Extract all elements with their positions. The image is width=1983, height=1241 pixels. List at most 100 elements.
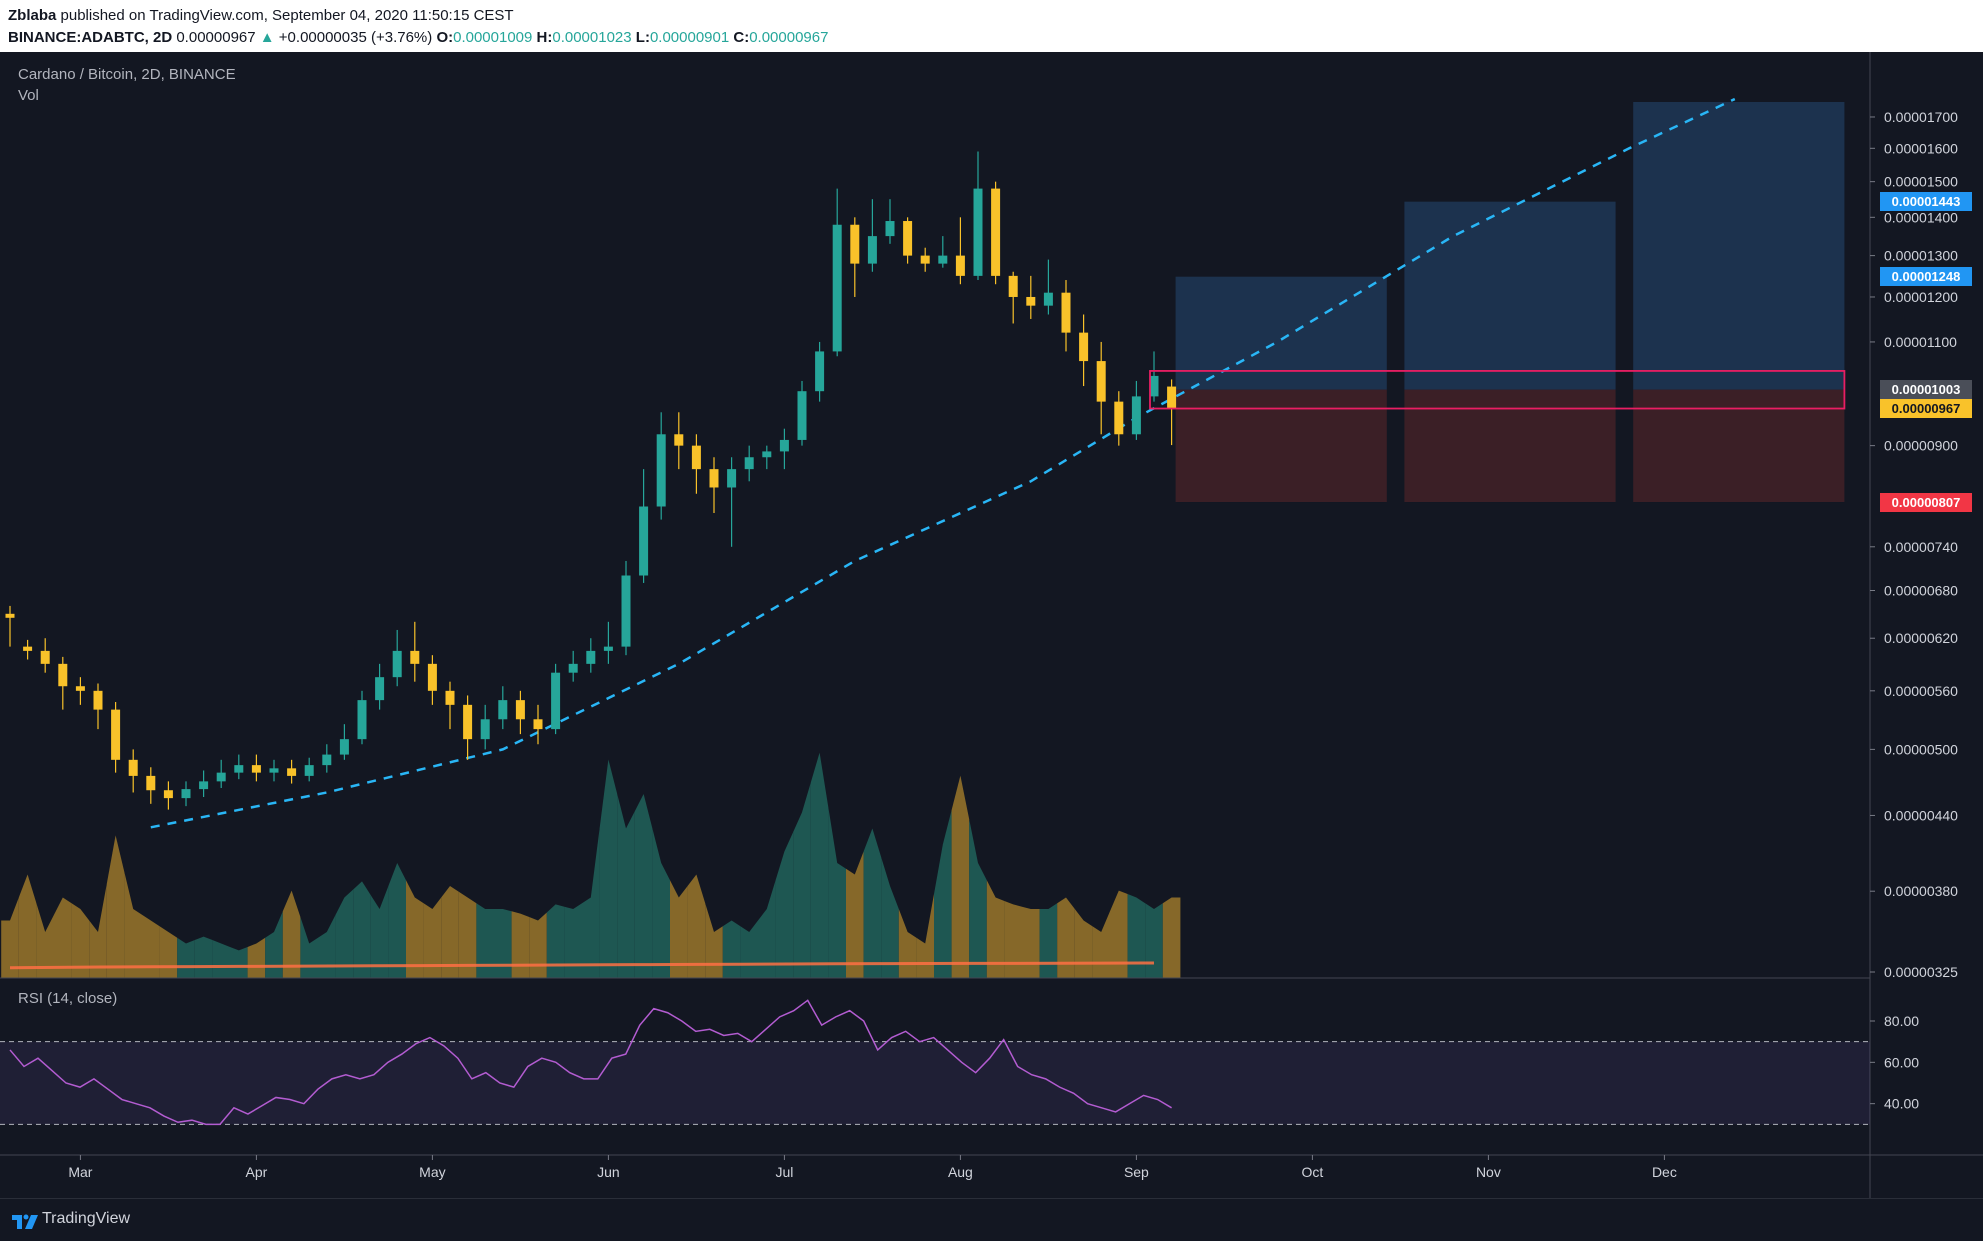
rsi-tick-label: 60.00 <box>1884 1054 1919 1070</box>
close-value: 0.00000967 <box>749 29 829 46</box>
candle-down <box>445 690 455 705</box>
time-tick-label: Aug <box>948 1164 973 1180</box>
volume-bar <box>36 903 54 978</box>
candle-up <box>480 719 490 740</box>
author-name[interactable]: Zblaba <box>8 7 57 24</box>
price-tick-label: 0.00001200 <box>1884 289 1958 305</box>
candle-down <box>1114 401 1124 435</box>
volume-bar <box>705 903 723 978</box>
high-key: H: <box>536 29 553 46</box>
volume-bar <box>54 897 72 978</box>
price-tick-label: 0.00000380 <box>1884 883 1958 899</box>
candle-up <box>779 439 789 452</box>
candle-up <box>973 188 983 276</box>
time-tick-label: Oct <box>1302 1164 1324 1180</box>
volume-bar <box>898 909 917 978</box>
volume-bar <box>1074 909 1093 978</box>
volume-bar <box>1057 897 1075 978</box>
candle-down <box>111 709 121 760</box>
price-tick-label: 0.00000440 <box>1884 807 1958 823</box>
volume-bar <box>670 880 688 978</box>
price-tick-label: 0.00000680 <box>1884 582 1958 598</box>
volume-bar <box>388 863 406 978</box>
volume-bar <box>159 926 178 978</box>
price-tick-label: 0.00000740 <box>1884 539 1958 555</box>
candle-up <box>1131 396 1141 435</box>
volume-bar <box>177 937 195 978</box>
volume-bar <box>353 881 371 978</box>
candle-down <box>709 469 719 488</box>
candle-down <box>903 221 913 256</box>
candle-down <box>991 188 1001 276</box>
time-tick-label: Jul <box>775 1164 793 1180</box>
volume-bar <box>599 759 618 978</box>
price-tick-label: 0.00001500 <box>1884 174 1958 190</box>
price-chart[interactable]: 0.00001700 0.00001600 0.00001500 0.00001400… <box>0 52 1983 1198</box>
target-zone-3 <box>1633 102 1845 390</box>
candle-down <box>410 650 420 664</box>
close-key: C: <box>733 29 750 46</box>
volume-bar <box>951 775 970 978</box>
publish-line: Zblaba published on TradingView.com, Sep… <box>8 7 514 24</box>
candle-up <box>269 768 279 773</box>
volume-bar <box>247 937 266 978</box>
footer-brand[interactable]: TradingView <box>42 1210 131 1227</box>
tradingview-logo-icon[interactable] <box>10 1211 40 1231</box>
price-tick-label: 0.00000620 <box>1884 630 1958 646</box>
candle-down <box>515 700 525 720</box>
volume-bar <box>89 883 107 978</box>
volume-bar <box>476 903 494 978</box>
candle-down <box>1008 275 1018 297</box>
volume-bar <box>18 874 37 978</box>
candle-down <box>58 663 68 687</box>
candle-down <box>40 650 50 664</box>
volume-bar <box>300 917 318 978</box>
rsi-line <box>9 999 1172 1126</box>
volume-bar <box>969 819 987 978</box>
volume-bar <box>1145 903 1163 978</box>
candle-up <box>639 506 649 576</box>
candle-down <box>93 690 103 710</box>
price-tick-label: 0.00001600 <box>1884 140 1958 156</box>
candle-up <box>357 700 367 740</box>
time-tick-label: May <box>419 1164 445 1180</box>
stop-zone-1 <box>1175 389 1387 503</box>
stop-zone-2 <box>1404 389 1616 503</box>
price-tick-label: 0.00001300 <box>1884 248 1958 264</box>
volume-bar <box>370 886 389 978</box>
time-tick-label: Apr <box>246 1164 268 1180</box>
volume-bar <box>722 920 741 978</box>
volume-bar <box>230 946 248 978</box>
open-value: 0.00001009 <box>453 29 533 46</box>
volume-bar <box>71 903 90 978</box>
candle-up <box>744 457 754 470</box>
volume-bar <box>124 872 142 978</box>
candle-up <box>867 236 877 264</box>
candle-up <box>304 765 314 776</box>
candle-down <box>674 434 684 446</box>
volume-bar <box>881 857 899 978</box>
candle-down <box>1026 296 1036 306</box>
volume-ma-line <box>9 961 1155 970</box>
candle-down <box>5 613 15 618</box>
candle-down <box>1096 361 1106 402</box>
candle-up <box>1043 292 1053 306</box>
candle-up <box>216 772 226 782</box>
candle-down <box>920 255 930 264</box>
candle-up <box>498 700 508 720</box>
rsi-band-fill <box>0 1041 1870 1125</box>
candle-down <box>463 704 473 740</box>
price-tag: 0.00001248 <box>1880 267 1972 287</box>
high-value: 0.00001023 <box>552 29 632 46</box>
candle-up <box>234 765 244 773</box>
volume-bar <box>546 904 565 978</box>
candle-up <box>815 351 825 392</box>
volume-bar <box>758 880 776 978</box>
stop-zone-3 <box>1633 389 1845 503</box>
target-zone-2 <box>1404 201 1616 390</box>
time-tick-label: Sep <box>1124 1164 1149 1180</box>
candle-up <box>375 677 385 701</box>
volume-bar <box>318 914 336 978</box>
volume-bar <box>1110 890 1128 978</box>
rsi-tick-label: 80.00 <box>1884 1013 1919 1029</box>
